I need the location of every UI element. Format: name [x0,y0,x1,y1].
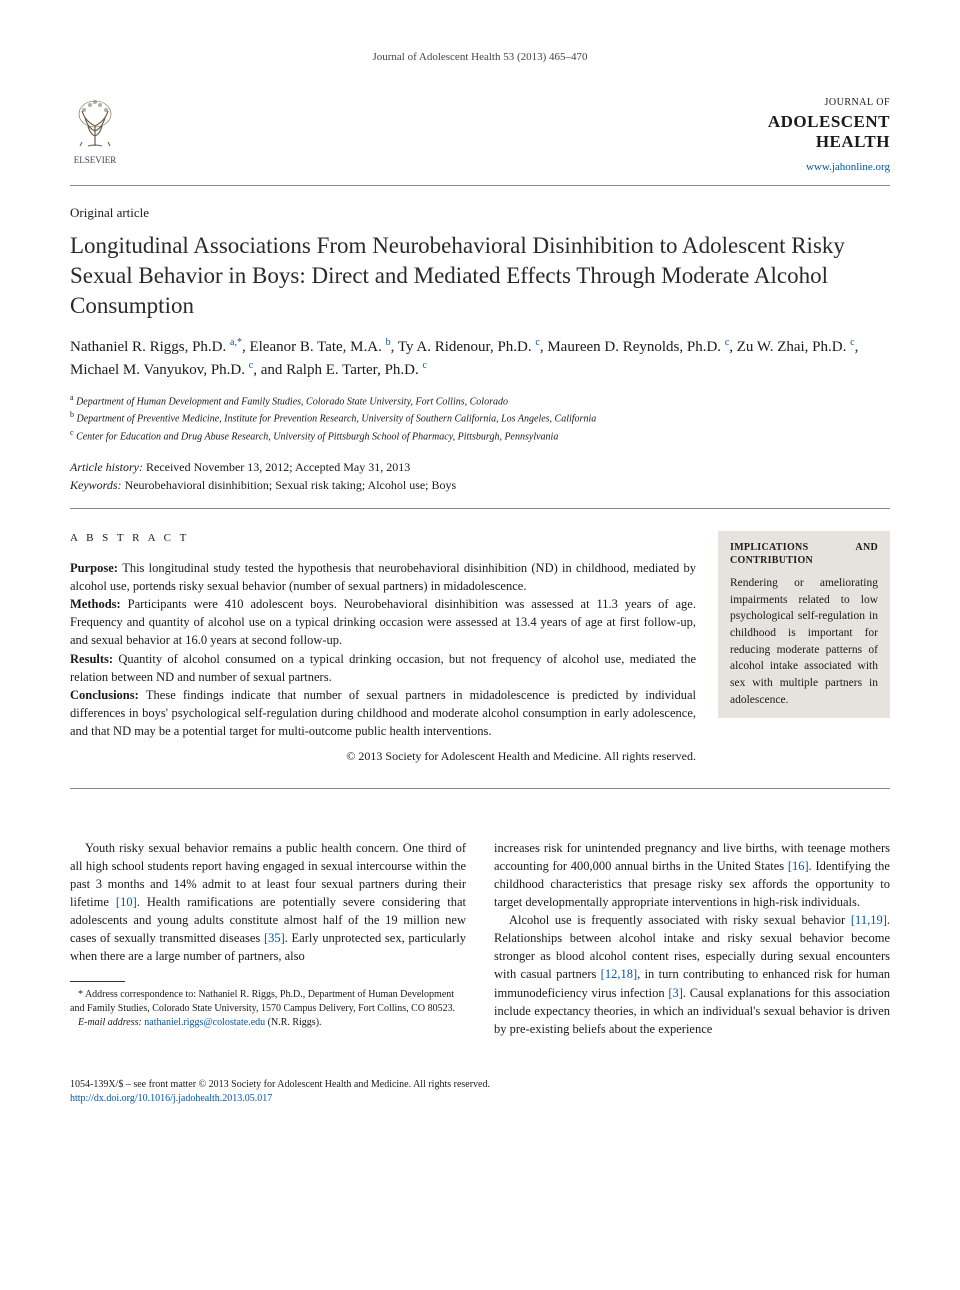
citation-link[interactable]: [35] [264,931,285,945]
body-para-3: Alcohol use is frequently associated wit… [494,911,890,1038]
abstract-results: Results: Quantity of alcohol consumed on… [70,650,696,686]
email-label: E-mail address: [78,1017,144,1028]
header-row: ELSEVIER JOURNAL OF ADOLESCENT HEALTH ww… [70,96,890,187]
article-history: Article history: Received November 13, 2… [70,458,890,476]
email-link[interactable]: nathaniel.riggs@colostate.edu [144,1017,265,1028]
results-text: Quantity of alcohol consumed on a typica… [70,652,696,684]
abstract-main: A B S T R A C T Purpose: This longitudin… [70,531,696,766]
journal-prefix: JOURNAL OF [768,96,890,111]
author: and Ralph E. Tarter, Ph.D. c [261,362,427,378]
keywords-label: Keywords: [70,478,122,492]
citation-link[interactable]: [12,18] [601,967,637,981]
correspondence-footnote: * Address correspondence to: Nathaniel R… [70,988,466,1016]
author: Eleanor B. Tate, M.A. b [249,339,390,355]
author-affil-mark: c [725,337,729,348]
purpose-label: Purpose: [70,561,122,575]
abstract-purpose: Purpose: This longitudinal study tested … [70,559,696,595]
keywords-text: Neurobehavioral disinhibition; Sexual ri… [122,478,457,492]
journal-url[interactable]: www.jahonline.org [768,160,890,176]
email-who: (N.R. Riggs). [265,1017,321,1028]
abstract-row: A B S T R A C T Purpose: This longitudin… [70,531,890,789]
affiliations: a Department of Human Development and Fa… [70,392,890,444]
author-affil-mark: c [850,337,854,348]
author: Zu W. Zhai, Ph.D. c [737,339,855,355]
running-head: Journal of Adolescent Health 53 (2013) 4… [70,50,890,66]
author: Michael M. Vanyukov, Ph.D. c [70,362,253,378]
body-para-1: Youth risky sexual behavior remains a pu… [70,839,466,966]
results-label: Results: [70,652,118,666]
email-footnote: E-mail address: nathaniel.riggs@colostat… [70,1016,466,1030]
history-keywords: Article history: Received November 13, 2… [70,458,890,509]
methods-label: Methods: [70,597,128,611]
abstract-conclusions: Conclusions: These findings indicate tha… [70,686,696,740]
methods-text: Participants were 410 adolescent boys. N… [70,597,696,647]
author: Nathaniel R. Riggs, Ph.D. a,* [70,339,242,355]
body-para-2: increases risk for unintended pregnancy … [494,839,890,912]
citation-link[interactable]: [11,19] [851,913,887,927]
footnotes: * Address correspondence to: Nathaniel R… [70,988,466,1030]
journal-name-line2: HEALTH [816,132,890,151]
citation-link[interactable]: [16] [788,859,809,873]
authors-list: Nathaniel R. Riggs, Ph.D. a,*, Eleanor B… [70,335,890,382]
keywords: Keywords: Neurobehavioral disinhibition;… [70,476,890,494]
article-title: Longitudinal Associations From Neurobeha… [70,231,890,321]
doi-link[interactable]: http://dx.doi.org/10.1016/j.jadohealth.2… [70,1092,890,1106]
body-columns: Youth risky sexual behavior remains a pu… [70,839,890,1038]
author-affil-mark: c [249,360,253,371]
article-type: Original article [70,204,890,223]
purpose-text: This longitudinal study tested the hypot… [70,561,696,593]
conclusions-text: These findings indicate that number of s… [70,688,696,738]
abstract-copyright: © 2013 Society for Adolescent Health and… [70,748,696,765]
implications-sidebar: IMPLICATIONS AND CONTRIBUTION Rendering … [718,531,890,718]
footer-copyright: 1054-139X/$ – see front matter © 2013 So… [70,1078,890,1092]
sidebar-body: Rendering or ameliorating impairments re… [730,575,878,708]
journal-name-line1: ADOLESCENT [768,112,890,131]
abstract-methods: Methods: Participants were 410 adolescen… [70,595,696,649]
citation-link[interactable]: [3] [668,986,683,1000]
author-affil-mark: a,* [230,337,242,348]
affiliation: c Center for Education and Drug Abuse Re… [70,427,890,444]
author-affil-mark: c [535,337,539,348]
sidebar-heading: IMPLICATIONS AND CONTRIBUTION [730,541,878,567]
publisher-logo: ELSEVIER [70,96,120,167]
history-label: Article history: [70,460,143,474]
author: Maureen D. Reynolds, Ph.D. c [547,339,729,355]
body-text: Alcohol use is frequently associated wit… [509,913,851,927]
affiliation: b Department of Preventive Medicine, Ins… [70,409,890,426]
citation-link[interactable]: [10] [116,895,137,909]
author: Ty A. Ridenour, Ph.D. c [398,339,540,355]
elsevier-tree-icon [70,96,120,151]
footnote-separator [70,981,125,982]
affiliation: a Department of Human Development and Fa… [70,392,890,409]
publisher-name: ELSEVIER [74,154,117,167]
page-footer: 1054-139X/$ – see front matter © 2013 So… [70,1078,890,1106]
journal-block: JOURNAL OF ADOLESCENT HEALTH www.jahonli… [768,96,890,176]
author-affil-mark: c [423,360,427,371]
abstract-heading: A B S T R A C T [70,531,696,547]
conclusions-label: Conclusions: [70,688,146,702]
history-text: Received November 13, 2012; Accepted May… [143,460,410,474]
author-affil-mark: b [386,337,391,348]
journal-name: ADOLESCENT HEALTH [768,112,890,151]
